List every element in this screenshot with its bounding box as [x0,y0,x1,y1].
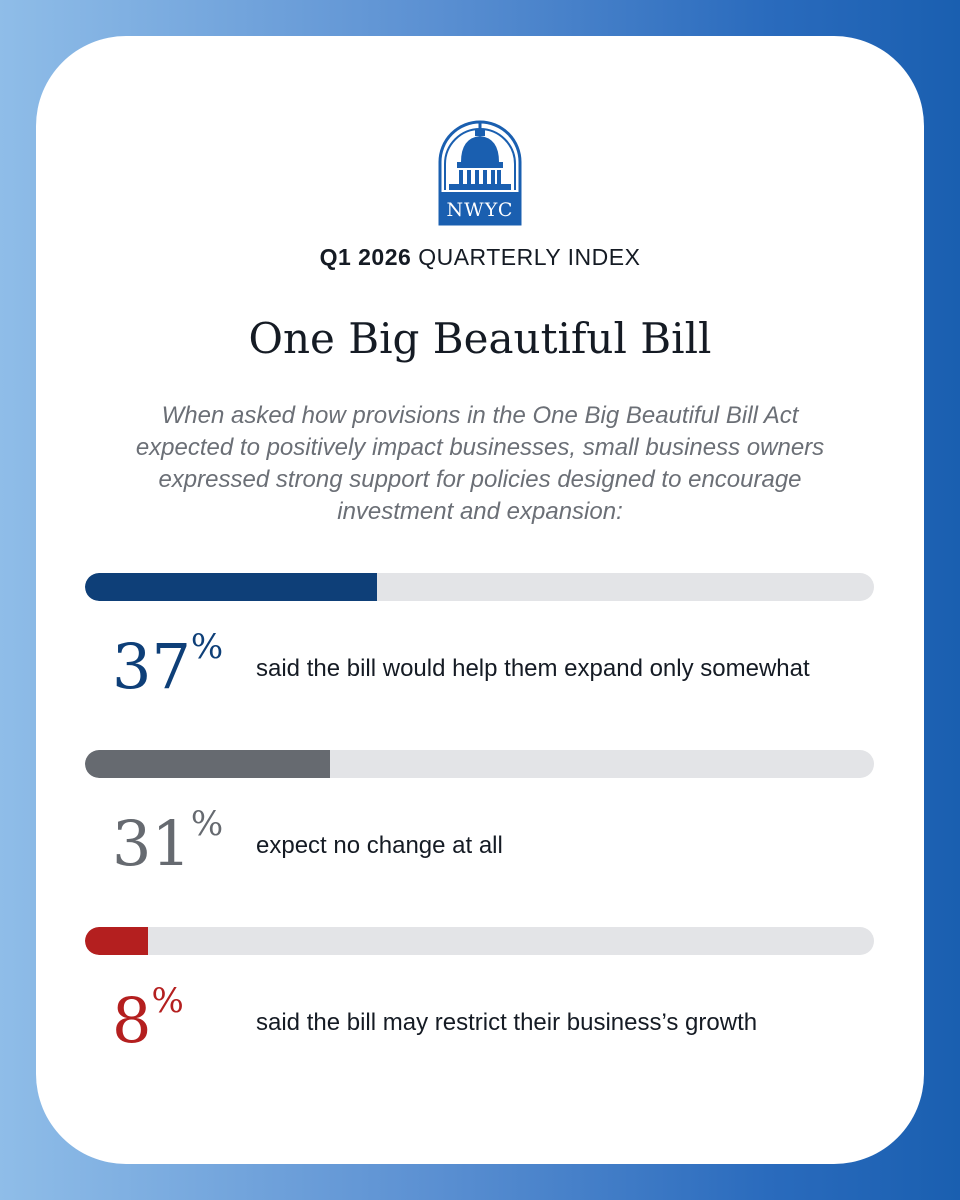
progress-bar-restrict [85,927,874,955]
stat-label-no-change: expect no change at all [256,832,503,859]
percent-sign: % [151,981,184,1021]
index-title: Q1 2026 QUARTERLY INDEX [0,244,960,271]
progress-bar-expand [85,573,874,601]
capitol-logo: NWYC [438,120,522,226]
page-title: One Big Beautiful Bill [248,314,712,363]
index-period: Q1 2026 [319,244,412,270]
progress-fill-expand [85,573,377,601]
progress-fill-no-change [85,750,330,778]
progress-bar-no-change [85,750,874,778]
stat-value-no-change: 31% [112,807,223,875]
stat-number: 8 [112,984,152,1057]
progress-fill-restrict [85,927,149,955]
index-name: QUARTERLY INDEX [418,244,641,270]
stat-value-expand: 37% [112,630,223,698]
percent-sign: % [190,804,224,844]
stat-label-expand: said the bill would help them expand onl… [256,655,810,682]
stat-label-restrict: said the bill may restrict their busines… [256,1009,758,1036]
percent-sign: % [190,627,224,667]
intro-text: When asked how provisions in the One Big… [135,402,825,525]
stat-number: 37 [112,630,191,703]
stat-number: 31 [112,807,191,880]
svg-text:NWYC: NWYC [447,199,514,221]
stat-value-restrict: 8% [112,984,184,1052]
